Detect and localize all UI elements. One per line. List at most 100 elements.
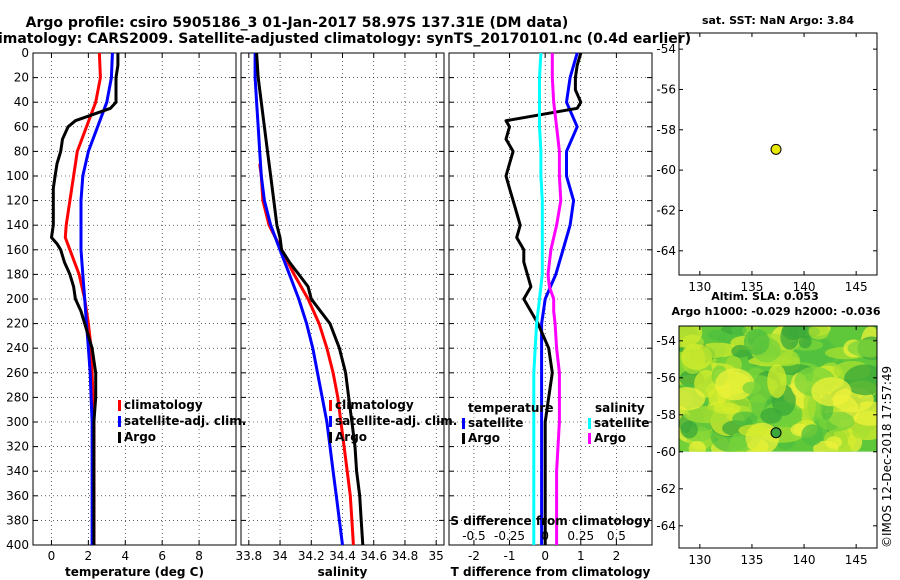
legend-label-temperature: climatology: [124, 398, 203, 412]
x-tick-label: 4: [121, 549, 129, 563]
sla-blob: [679, 387, 706, 411]
sla-map-subtitle: Argo h1000: -0.029 h2000: -0.036: [671, 305, 880, 318]
legend-swatch: [118, 400, 121, 411]
y-tick-label: 180: [6, 267, 29, 281]
y-tick-label: 80: [14, 144, 29, 158]
map-y-tick-label: -64: [656, 244, 676, 258]
sla-blob: [731, 326, 747, 337]
map-x-tick-label: 135: [740, 280, 763, 294]
sla-blob: [813, 440, 839, 452]
s-tick-label: 0: [541, 529, 549, 543]
map-sla_map: 130 135 140 145 -54 -56 -58 -60 -62 -64: [656, 325, 878, 567]
x-tick-label: 35: [429, 549, 444, 563]
plot-frame: [448, 52, 653, 546]
sla-blob: [731, 344, 750, 358]
legend-swatch: [588, 433, 591, 444]
y-tick-label: 400: [6, 538, 29, 552]
y-tick-label: 40: [14, 95, 29, 109]
x-tick-label: -2: [468, 549, 480, 563]
legend-swatch: [329, 400, 332, 411]
title-line1: Argo profile: csiro 5905186_3 01-Jan-201…: [26, 15, 569, 31]
sla-blob: [843, 364, 877, 396]
sla-blob: [715, 368, 755, 401]
legend-swatch: [462, 433, 465, 444]
map-x-tick-label: 145: [845, 553, 868, 567]
x-tick-label: 34.8: [392, 549, 419, 563]
map-x-tick-label: 140: [793, 553, 816, 567]
legend-title-temperature: temperature: [468, 401, 553, 415]
map-y-tick-label: -60: [656, 163, 676, 177]
map-sst_map: 130 135 140 145 -54 -56 -58 -60 -62 -64: [656, 32, 878, 294]
s-axis-label: S difference from climatology: [450, 514, 650, 528]
y-tick-label: 260: [6, 366, 29, 380]
sla-blob: [688, 441, 706, 452]
diff-temp-satellite: [540, 52, 579, 545]
x-tick-label: 1: [577, 549, 585, 563]
y-tick-label: 220: [6, 317, 29, 331]
y-tick-label: 0: [21, 46, 29, 60]
y-tick-label: 100: [6, 169, 29, 183]
map-y-tick-label: -62: [656, 482, 676, 496]
sla-blob: [743, 328, 770, 356]
legend-swatch: [329, 416, 332, 427]
y-tick-label: 320: [6, 440, 29, 454]
map-y-tick-label: -56: [656, 371, 676, 385]
sla-blob: [679, 326, 703, 348]
argo-float-marker: [770, 427, 782, 439]
s-tick-label: 0.5: [607, 529, 626, 543]
map-y-tick-label: -58: [656, 408, 676, 422]
legend-swatch: [588, 418, 591, 429]
legend-label-temperature: satellite-adj. clim.: [124, 414, 246, 428]
legend-swatch: [118, 416, 121, 427]
title-line2: Climatology: CARS2009. Satellite-adjuste…: [0, 31, 691, 47]
map-frame: [678, 325, 878, 549]
x-tick-label: 34: [272, 549, 287, 563]
temperature-series-2: [50, 53, 120, 545]
legend-label-diff-temp: Argo: [468, 431, 500, 445]
sla-blob: [767, 364, 787, 399]
sla-blob: [780, 326, 800, 350]
legend-swatch: [329, 432, 332, 443]
legend-label-diff-sal: satellite: [594, 416, 649, 430]
sst-map-title: sat. SST: NaN Argo: 3.84: [702, 14, 854, 27]
legend-label-salinity: Argo: [335, 430, 367, 444]
sla-blob: [772, 355, 800, 367]
y-tick-label: 20: [14, 71, 29, 85]
sla-blob: [738, 424, 769, 437]
y-tick-label: 300: [6, 415, 29, 429]
y-tick-label: 160: [6, 243, 29, 257]
diff-temp-argo: [504, 52, 583, 545]
x-tick-label: 8: [195, 549, 203, 563]
plot-panels: 0 2 4 6 802040608010012014016018020022024026…: [6, 32, 878, 579]
x-tick-label: 0: [48, 549, 56, 563]
y-tick-label: 280: [6, 390, 29, 404]
sla-blob: [704, 343, 727, 359]
x-tick-label: 34.2: [298, 549, 325, 563]
sla-blob: [680, 421, 698, 439]
legend-swatch: [118, 432, 121, 443]
map-y-tick-label: -56: [656, 82, 676, 96]
x-tick-label: 34.6: [360, 549, 387, 563]
x-tick-label: 33.8: [235, 549, 262, 563]
map-x-tick-label: 130: [688, 553, 711, 567]
legend-label-salinity: climatology: [335, 398, 414, 412]
map-y-tick-label: -54: [656, 42, 676, 56]
sla-blob: [742, 381, 761, 395]
salinity-series-1: [253, 53, 344, 546]
salinity-series-2: [255, 52, 365, 546]
y-tick-label: 380: [6, 513, 29, 527]
y-tick-label: 240: [6, 341, 29, 355]
legend-label-diff-sal: Argo: [594, 431, 626, 445]
legend-label-diff-temp: satellite: [468, 416, 523, 430]
y-tick-label: 200: [6, 292, 29, 306]
legend-label-salinity: satellite-adj. clim.: [335, 414, 457, 428]
sla-blob: [851, 425, 870, 439]
temperature-series-1: [79, 52, 114, 545]
map-x-tick-label: 145: [845, 280, 868, 294]
map-y-tick-label: -54: [656, 334, 676, 348]
map-x-tick-label: 140: [793, 280, 816, 294]
y-tick-label: 340: [6, 464, 29, 478]
sla-blob: [811, 377, 852, 407]
x-tick-label: 2: [85, 549, 93, 563]
